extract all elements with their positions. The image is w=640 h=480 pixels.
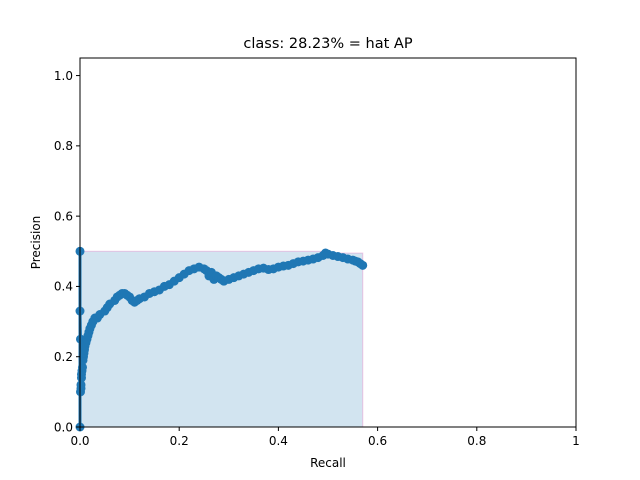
y-tick-label: 0.8: [54, 139, 73, 153]
data-point: [76, 380, 86, 390]
y-tick-label: 1.0: [54, 69, 73, 83]
y-tick-label: 0.4: [54, 280, 73, 294]
y-axis-title: Precision: [29, 216, 43, 270]
y-axis: 0.0 0.2 0.4 0.6 0.8 1.0: [54, 69, 80, 434]
y-tick-label: 0.2: [54, 350, 73, 364]
x-axis-title: Recall: [310, 456, 346, 470]
x-tick-label: 0.6: [368, 434, 387, 448]
x-tick-label: 0.2: [170, 434, 189, 448]
plot-area: [75, 246, 368, 432]
data-point: [358, 260, 368, 270]
x-tick-label: 0.0: [70, 434, 89, 448]
axes-frame: [79, 57, 577, 428]
x-tick-label: 0.8: [467, 434, 486, 448]
y-tick-label: 0.0: [54, 420, 73, 434]
chart-title: class: 28.23% = hat AP: [243, 36, 412, 52]
y-tick-label: 0.6: [54, 209, 73, 223]
x-tick-label: 0.4: [269, 434, 288, 448]
x-axis: 0.0 0.2 0.4 0.6 0.8 1: [70, 427, 580, 448]
x-tick-label: 1: [572, 434, 580, 448]
